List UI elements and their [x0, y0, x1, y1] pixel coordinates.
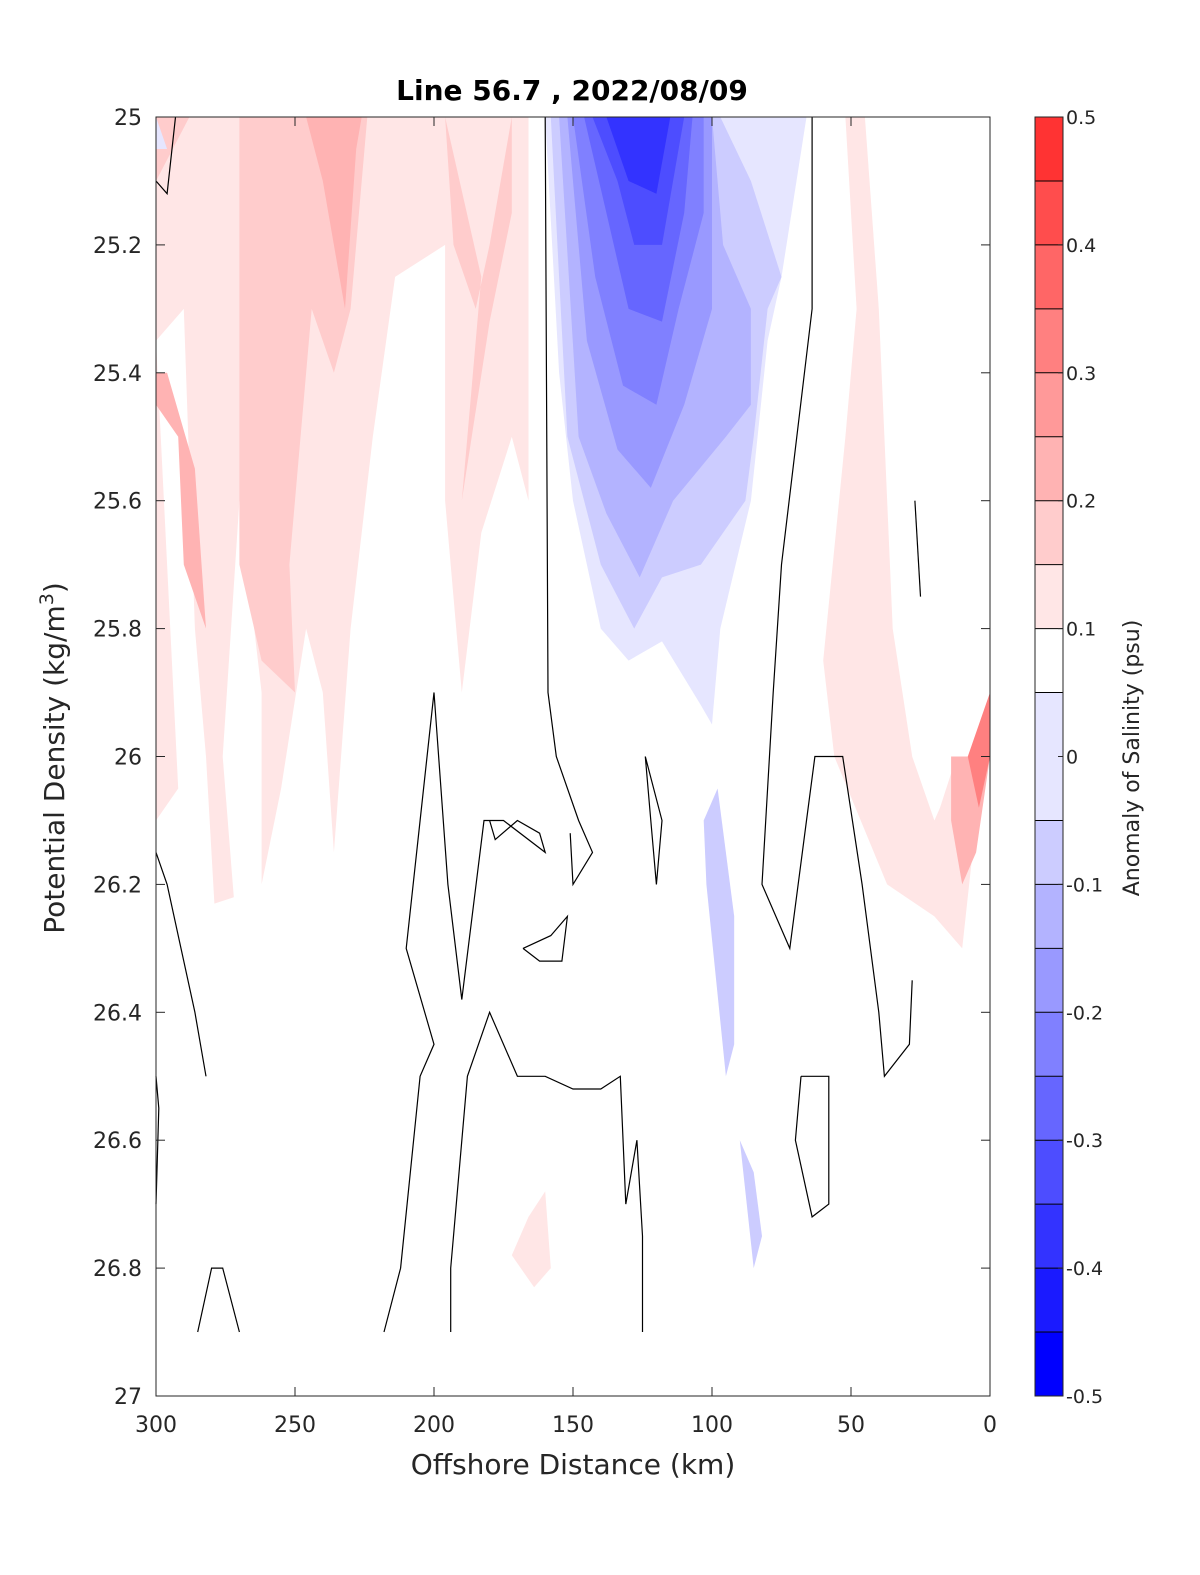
y-axis: 25 25.2 25.4 25.6 25.8 26 26.2 26.4 26.6 26.8 27 — [93, 106, 990, 1410]
anomaly-region-9 — [156, 117, 168, 149]
zero-contour-6 — [197, 1267, 240, 1333]
y-tick-label: 26.6 — [93, 1129, 142, 1154]
colorbar-band — [1035, 1012, 1063, 1077]
plot-area — [155, 116, 991, 1397]
colorbar-band — [1035, 372, 1063, 437]
colorbar-band — [1035, 1204, 1063, 1269]
colorbar-label: Anomaly of Salinity (psu) — [1120, 620, 1145, 897]
zero-contour-lines — [155, 116, 922, 1333]
colorbar-tick-label: -0.5 — [1066, 1386, 1103, 1408]
anomaly-region-5 — [511, 1191, 551, 1288]
zero-contour-9 — [522, 914, 569, 962]
colorbar-band — [1035, 244, 1063, 309]
anomaly-region-18 — [703, 788, 735, 1077]
zero-contour-1 — [544, 116, 594, 887]
y-tick-label: 26 — [114, 746, 142, 771]
colorbar: 0.5 0.4 0.3 0.2 0.1 0 -0.1 -0.2 -0.3 -0.4 -0.5 — [1034, 107, 1103, 1408]
colorbar-tick-label: -0.3 — [1066, 1130, 1103, 1152]
colorbar-tick-label: 0.4 — [1066, 235, 1096, 257]
y-tick-label: 26.4 — [93, 1001, 142, 1026]
zero-contour-0 — [155, 116, 177, 196]
x-axis: 300 250 200 150 100 50 0 — [135, 117, 997, 1438]
zero-contour-5 — [155, 1076, 160, 1205]
anomaly-region-4 — [306, 117, 362, 309]
colorbar-band — [1035, 948, 1063, 1013]
x-tick-label: 0 — [983, 1413, 997, 1438]
colorbar-band — [1035, 117, 1063, 181]
zero-contour-7 — [383, 692, 547, 1333]
colorbar-tick-label: 0.5 — [1066, 107, 1096, 129]
colorbar-tick-label: -0.2 — [1066, 1002, 1103, 1024]
zero-contour-11 — [794, 1075, 830, 1218]
zero-contour-3 — [914, 500, 922, 597]
y-tick-label: 25 — [114, 106, 142, 131]
colorbar-tick-label: 0 — [1066, 747, 1078, 769]
colorbar-tick-label: 0.3 — [1066, 363, 1096, 385]
y-tick-label: 26.8 — [93, 1257, 142, 1282]
zero-contour-10 — [644, 756, 663, 885]
x-tick-label: 100 — [691, 1413, 733, 1438]
colorbar-tick-label: -0.1 — [1066, 874, 1103, 896]
colorbar-band — [1035, 1332, 1063, 1396]
y-tick-label: 26.2 — [93, 873, 142, 898]
colorbar-band — [1035, 308, 1063, 373]
colorbar-band — [1035, 436, 1063, 501]
x-axis-label: Offshore Distance (km) — [411, 1448, 736, 1481]
anomaly-region-8 — [967, 692, 990, 808]
y-tick-label: 25.2 — [93, 234, 142, 259]
y-tick-label: 27 — [114, 1385, 142, 1410]
chart-title: Line 56.7 , 2022/08/09 — [396, 74, 748, 107]
y-axis-label: Potential Density (kg/m3) — [36, 582, 71, 934]
anomaly-region-2 — [156, 117, 512, 693]
x-tick-label: 250 — [274, 1413, 316, 1438]
x-tick-label: 50 — [837, 1413, 865, 1438]
colorbar-band — [1035, 1140, 1063, 1205]
colorbar-band — [1035, 564, 1063, 629]
y-axis-label-close: ) — [38, 582, 71, 593]
colorbar-tick-label: -0.4 — [1066, 1258, 1103, 1280]
zero-contour-2 — [761, 117, 913, 1078]
salinity-anomaly-regions — [156, 117, 990, 1288]
x-tick-label: 200 — [413, 1413, 455, 1438]
x-tick-label: 150 — [552, 1413, 594, 1438]
y-tick-label: 25.8 — [93, 618, 142, 643]
colorbar-band — [1035, 1076, 1063, 1141]
zero-contour-8 — [450, 1010, 644, 1332]
y-axis-label-main: Potential Density (kg/m — [38, 605, 71, 934]
anomaly-region-19 — [739, 1140, 762, 1269]
anomaly-region-17 — [606, 117, 671, 194]
colorbar-band — [1035, 500, 1063, 565]
colorbar-band — [1035, 820, 1063, 885]
colorbar-tick-label: 0.1 — [1066, 619, 1096, 641]
anomaly-region-6 — [823, 117, 990, 949]
colorbar-band — [1035, 1268, 1063, 1332]
colorbar-band — [1035, 628, 1063, 693]
y-tick-label: 25.6 — [93, 490, 142, 515]
colorbar-tick-label: 0.2 — [1066, 491, 1096, 513]
colorbar-band — [1035, 180, 1063, 245]
anomaly-region-3 — [156, 372, 206, 629]
colorbar-band — [1035, 884, 1063, 949]
x-tick-label: 300 — [135, 1413, 177, 1438]
y-tick-label: 25.4 — [93, 362, 142, 387]
zero-contour-4 — [155, 852, 207, 1077]
y-axis-label-superscript: 3 — [36, 593, 58, 605]
